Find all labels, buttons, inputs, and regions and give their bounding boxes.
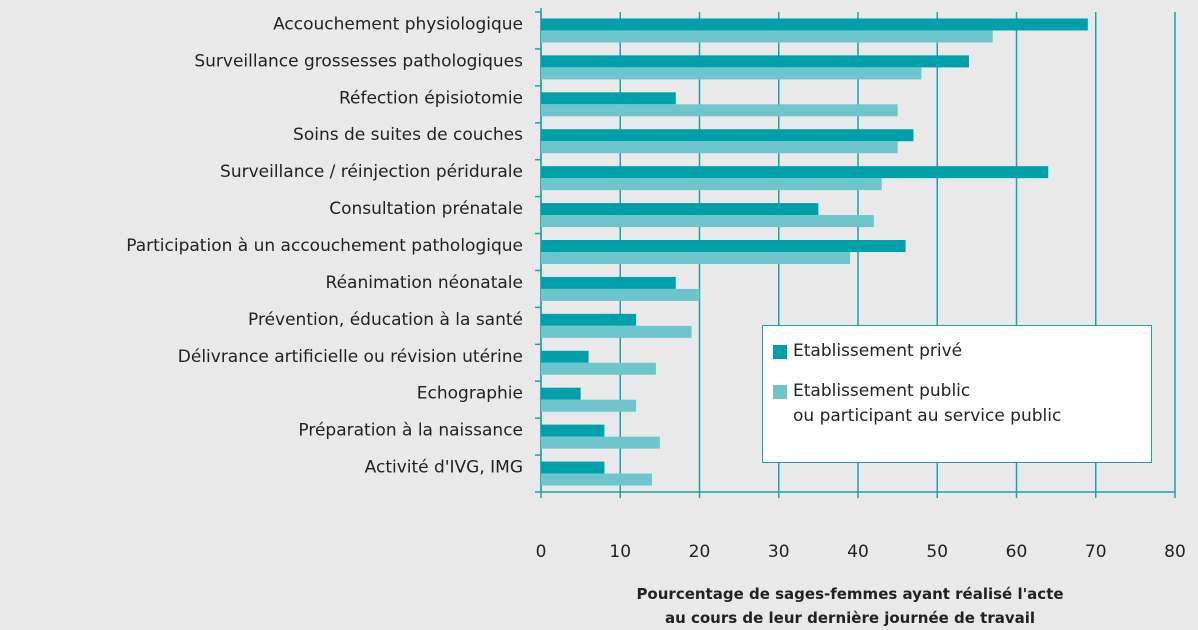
- x-tick-label: 70: [1085, 542, 1107, 562]
- x-tick-label: 80: [1164, 542, 1186, 562]
- bar: [541, 350, 589, 363]
- legend: Etablissement privé Etablissement public …: [762, 325, 1152, 463]
- bar: [541, 276, 676, 289]
- x-tick-label: 0: [536, 542, 547, 562]
- bar: [541, 67, 922, 80]
- y-tick-label: Réfection épisiotomie: [339, 88, 523, 108]
- y-tick-label: Soins de suites de couches: [293, 125, 523, 145]
- legend-swatch: [773, 345, 787, 359]
- bar: [541, 92, 676, 105]
- y-tick-label: Prévention, éducation à la santé: [248, 310, 523, 330]
- y-tick-label: Echographie: [417, 384, 523, 404]
- y-tick-label: Consultation prénatale: [329, 199, 523, 219]
- chart: 0 10 20 30 40 50 60 70 80 Accouchement physiologi…: [126, 8, 1186, 562]
- y-tick-label: Surveillance / réinjection péridurale: [220, 162, 523, 182]
- x-tick-label: 10: [609, 542, 631, 562]
- x-tick-label: 50: [926, 542, 948, 562]
- legend-item: Etablissement public ou participant au s…: [773, 381, 1151, 429]
- bar: [541, 288, 700, 301]
- bar: [541, 424, 605, 437]
- y-tick-label: Surveillance grossesses pathologiques: [194, 51, 523, 71]
- bar: [541, 141, 898, 154]
- legend-item: Etablissement privé: [773, 341, 1151, 364]
- bar: [541, 30, 993, 43]
- bar: [541, 436, 660, 449]
- x-tick-label: 60: [1006, 542, 1028, 562]
- bar: [541, 362, 656, 375]
- bar: [541, 325, 692, 338]
- bar: [541, 203, 819, 216]
- y-tick-label: Participation à un accouchement patholog…: [126, 236, 523, 256]
- y-tick-label: Activité d'IVG, IMG: [365, 458, 523, 478]
- bar: [541, 252, 851, 264]
- bar: [541, 104, 898, 117]
- bar: [541, 473, 652, 486]
- bar: [541, 129, 914, 142]
- x-tick-label: 40: [847, 542, 869, 562]
- bar: [541, 461, 605, 474]
- x-tick-label: 30: [768, 542, 790, 562]
- bar: [541, 18, 1088, 31]
- bar: [541, 55, 969, 68]
- bar: [541, 215, 874, 228]
- legend-label: Etablissement public ou participant au s…: [793, 381, 1062, 426]
- y-tick-label: Accouchement physiologique: [273, 14, 523, 34]
- page: {"chart_data": {"type": "hbar", "categor…: [126, 8, 1186, 627]
- bar: [541, 399, 637, 412]
- legend-swatch: [773, 385, 787, 399]
- legend-label: Etablissement privé: [793, 341, 963, 361]
- y-tick-label: Délivrance artificielle ou révision utér…: [178, 347, 523, 367]
- bar: [541, 166, 1049, 179]
- bar: [541, 240, 906, 252]
- x-axis-label: Pourcentage de sages-femmes ayant réalis…: [636, 585, 1064, 627]
- y-tick-label: Réanimation néonatale: [326, 273, 523, 293]
- bar: [541, 313, 637, 326]
- bar: [541, 178, 882, 191]
- y-tick-label: Préparation à la naissance: [298, 421, 523, 441]
- x-tick-label: 20: [689, 542, 711, 562]
- bar: [541, 387, 581, 400]
